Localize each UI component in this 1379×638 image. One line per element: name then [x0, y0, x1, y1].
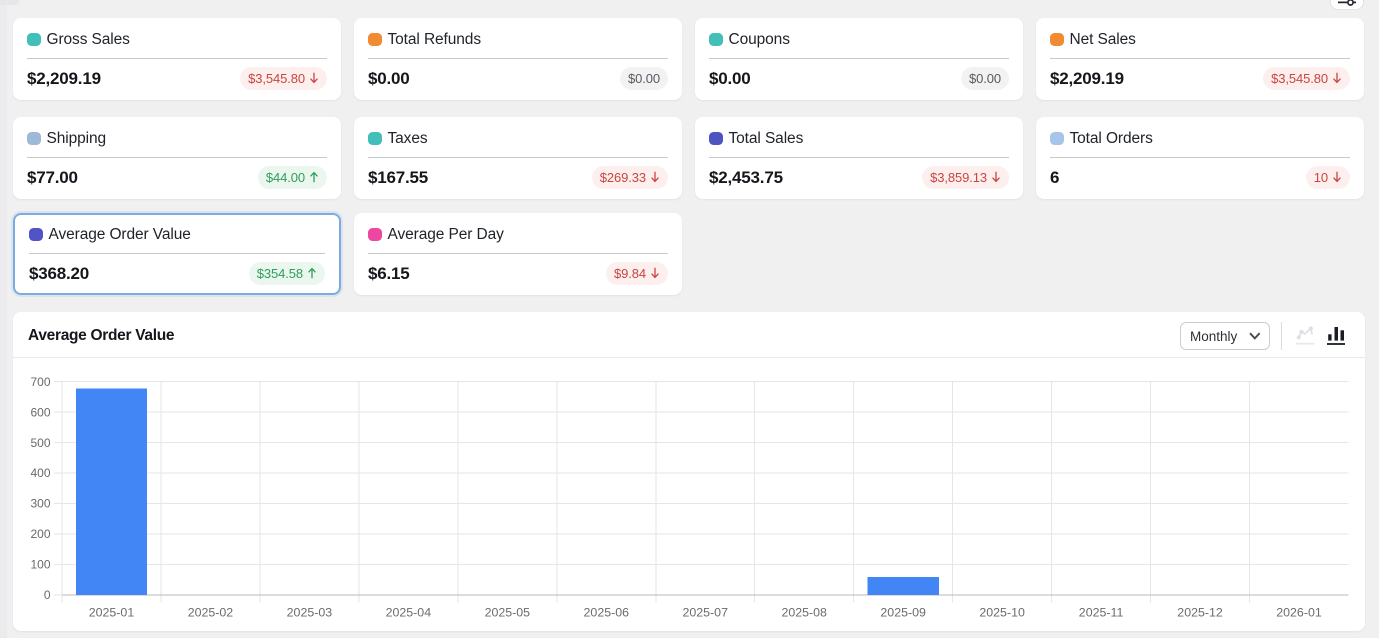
svg-text:600: 600 — [30, 405, 50, 419]
svg-text:300: 300 — [30, 497, 50, 511]
svg-text:2025-03: 2025-03 — [287, 605, 333, 619]
svg-text:100: 100 — [30, 558, 50, 572]
svg-text:2025-05: 2025-05 — [485, 605, 531, 619]
svg-text:2025-07: 2025-07 — [682, 605, 728, 619]
svg-text:2025-02: 2025-02 — [188, 605, 234, 619]
svg-text:500: 500 — [30, 436, 50, 450]
svg-text:2025-11: 2025-11 — [1079, 605, 1124, 619]
svg-text:2025-10: 2025-10 — [979, 605, 1025, 619]
svg-text:0: 0 — [44, 588, 51, 602]
svg-text:200: 200 — [30, 527, 50, 541]
svg-text:2025-08: 2025-08 — [781, 605, 827, 619]
svg-text:2025-09: 2025-09 — [880, 605, 926, 619]
svg-text:2025-01: 2025-01 — [89, 605, 135, 619]
svg-text:2025-12: 2025-12 — [1177, 605, 1223, 619]
svg-text:2025-04: 2025-04 — [386, 605, 432, 619]
svg-text:700: 700 — [30, 375, 50, 389]
svg-text:2025-06: 2025-06 — [584, 605, 630, 619]
svg-text:2026-01: 2026-01 — [1276, 605, 1322, 619]
svg-text:400: 400 — [30, 466, 50, 480]
